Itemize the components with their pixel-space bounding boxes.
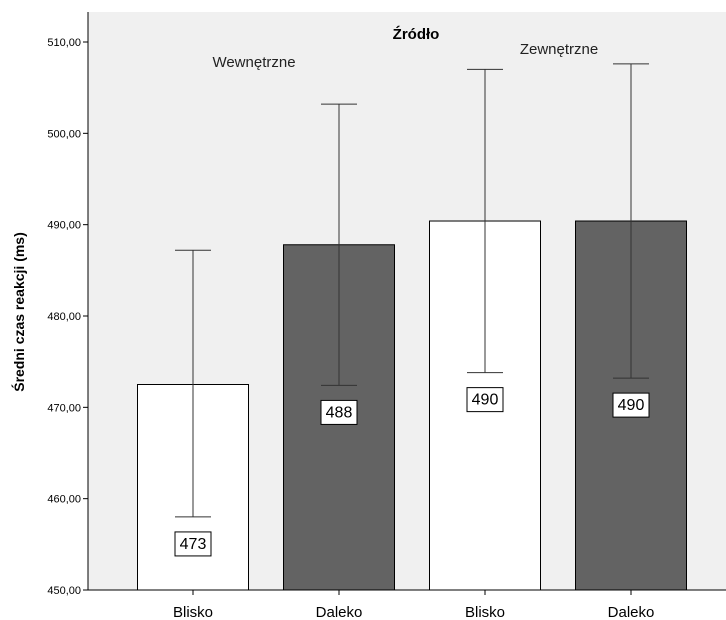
data-labels: 473 488 490 490: [174, 387, 650, 557]
x-category-label: Blisko: [465, 604, 505, 620]
y-tick-label: 470,00: [47, 402, 81, 414]
data-label-box: [174, 531, 212, 557]
y-tick-label: 480,00: [47, 311, 81, 323]
x-axis: Blisko Daleko Blisko Daleko: [88, 589, 726, 620]
group-label-wewnetrzne: Wewnętrzne: [212, 54, 295, 71]
y-axis: 450,00 460,00 470,00 480,00 490,00 500,00 510,…: [47, 12, 89, 597]
data-label: 490: [472, 392, 499, 409]
chart-title: Źródło: [393, 26, 440, 43]
y-tick-label: 460,00: [47, 494, 81, 506]
data-label-box: [466, 387, 504, 413]
y-tick-label: 510,00: [47, 37, 81, 49]
y-tick-label: 500,00: [47, 128, 81, 140]
x-category-label: Blisko: [173, 604, 213, 620]
group-label-zewnetrzne: Zewnętrzne: [520, 41, 598, 58]
data-label: 490: [618, 397, 645, 414]
error-bars: [175, 63, 649, 518]
y-tick-label: 490,00: [47, 220, 81, 232]
data-label-box: [612, 392, 650, 418]
x-category-label: Daleko: [316, 604, 363, 620]
y-tick-label: 450,00: [47, 585, 81, 597]
data-label: 488: [326, 404, 353, 421]
data-label-box: [320, 399, 358, 425]
data-label: 473: [180, 536, 207, 553]
y-axis-label: Średni czas reakcji (ms): [10, 232, 27, 392]
x-category-label: Daleko: [608, 604, 655, 620]
